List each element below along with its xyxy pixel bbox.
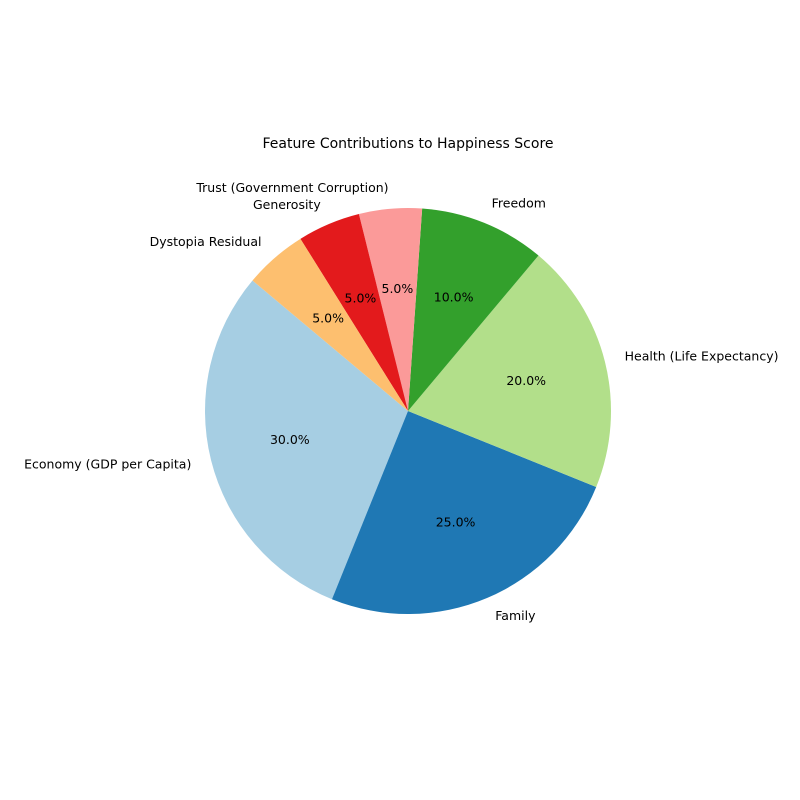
slice-label-economy-gdp-per-capita: Economy (GDP per Capita) [24, 457, 191, 472]
pie-labels: Economy (GDP per Capita) 30.0% Family 25.0%… [24, 180, 778, 623]
pie-slice-trust-government-corruption [358, 208, 423, 411]
pie-slice-economy-gdp-per-capita [204, 280, 408, 600]
slice-percent-trust-government-corruption: 5.0% [382, 281, 414, 296]
pie-slice-freedom [408, 208, 539, 411]
slice-percent-freedom: 10.0% [434, 290, 474, 305]
slice-label-freedom: Freedom [492, 195, 546, 210]
slice-percent-generosity: 5.0% [345, 290, 377, 305]
slice-label-health-life-expectancy: Health (Life Expectancy) [625, 348, 779, 363]
pie-slice-dystopia-residual [252, 238, 408, 411]
slice-label-dystopia-residual: Dystopia Residual [150, 234, 262, 249]
slice-percent-health-life-expectancy: 20.0% [506, 373, 546, 388]
pie-slice-family [331, 411, 597, 614]
slice-label-family: Family [495, 608, 536, 623]
slice-label-generosity: Generosity [253, 197, 321, 212]
slice-percent-economy-gdp-per-capita: 30.0% [270, 432, 310, 447]
slice-label-trust-government-corruption: Trust (Government Corruption) [195, 180, 388, 195]
slice-percent-family: 25.0% [436, 515, 476, 530]
pie-slice-generosity [300, 214, 408, 411]
pie-slices [204, 208, 611, 614]
pie-slice-health-life-expectancy [408, 255, 611, 488]
chart-title: Feature Contributions to Happiness Score [262, 136, 553, 152]
slice-percent-dystopia-residual: 5.0% [312, 311, 344, 326]
